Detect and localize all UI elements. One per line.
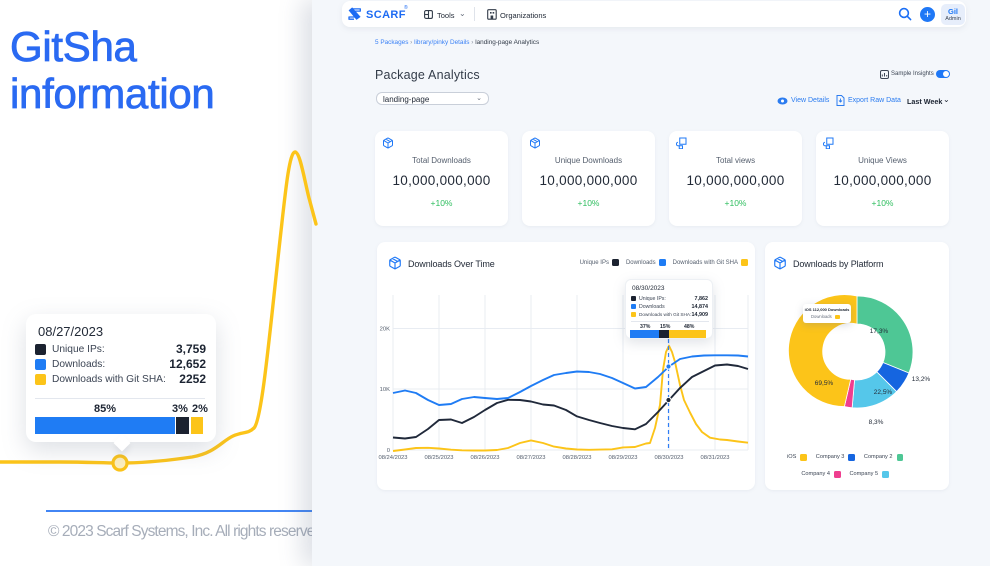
svg-text:08/24/2023: 08/24/2023: [378, 455, 407, 461]
svg-text:13,2%: 13,2%: [912, 376, 931, 383]
svg-text:20K: 20K: [380, 327, 390, 333]
svg-text:08/31/2023: 08/31/2023: [700, 455, 729, 461]
svg-text:08/25/2023: 08/25/2023: [424, 455, 453, 461]
svg-text:22,5%: 22,5%: [874, 389, 893, 396]
svg-text:0: 0: [387, 448, 390, 454]
svg-text:08/30/2023: 08/30/2023: [654, 455, 683, 461]
svg-text:8,3%: 8,3%: [869, 419, 884, 426]
svg-text:08/27/2023: 08/27/2023: [516, 455, 545, 461]
svg-text:69,5%: 69,5%: [815, 380, 834, 387]
svg-text:08/26/2023: 08/26/2023: [470, 455, 499, 461]
svg-text:08/29/2023: 08/29/2023: [608, 455, 637, 461]
svg-text:10K: 10K: [380, 387, 390, 393]
svg-text:17,3%: 17,3%: [870, 328, 889, 335]
svg-text:08/28/2023: 08/28/2023: [562, 455, 591, 461]
